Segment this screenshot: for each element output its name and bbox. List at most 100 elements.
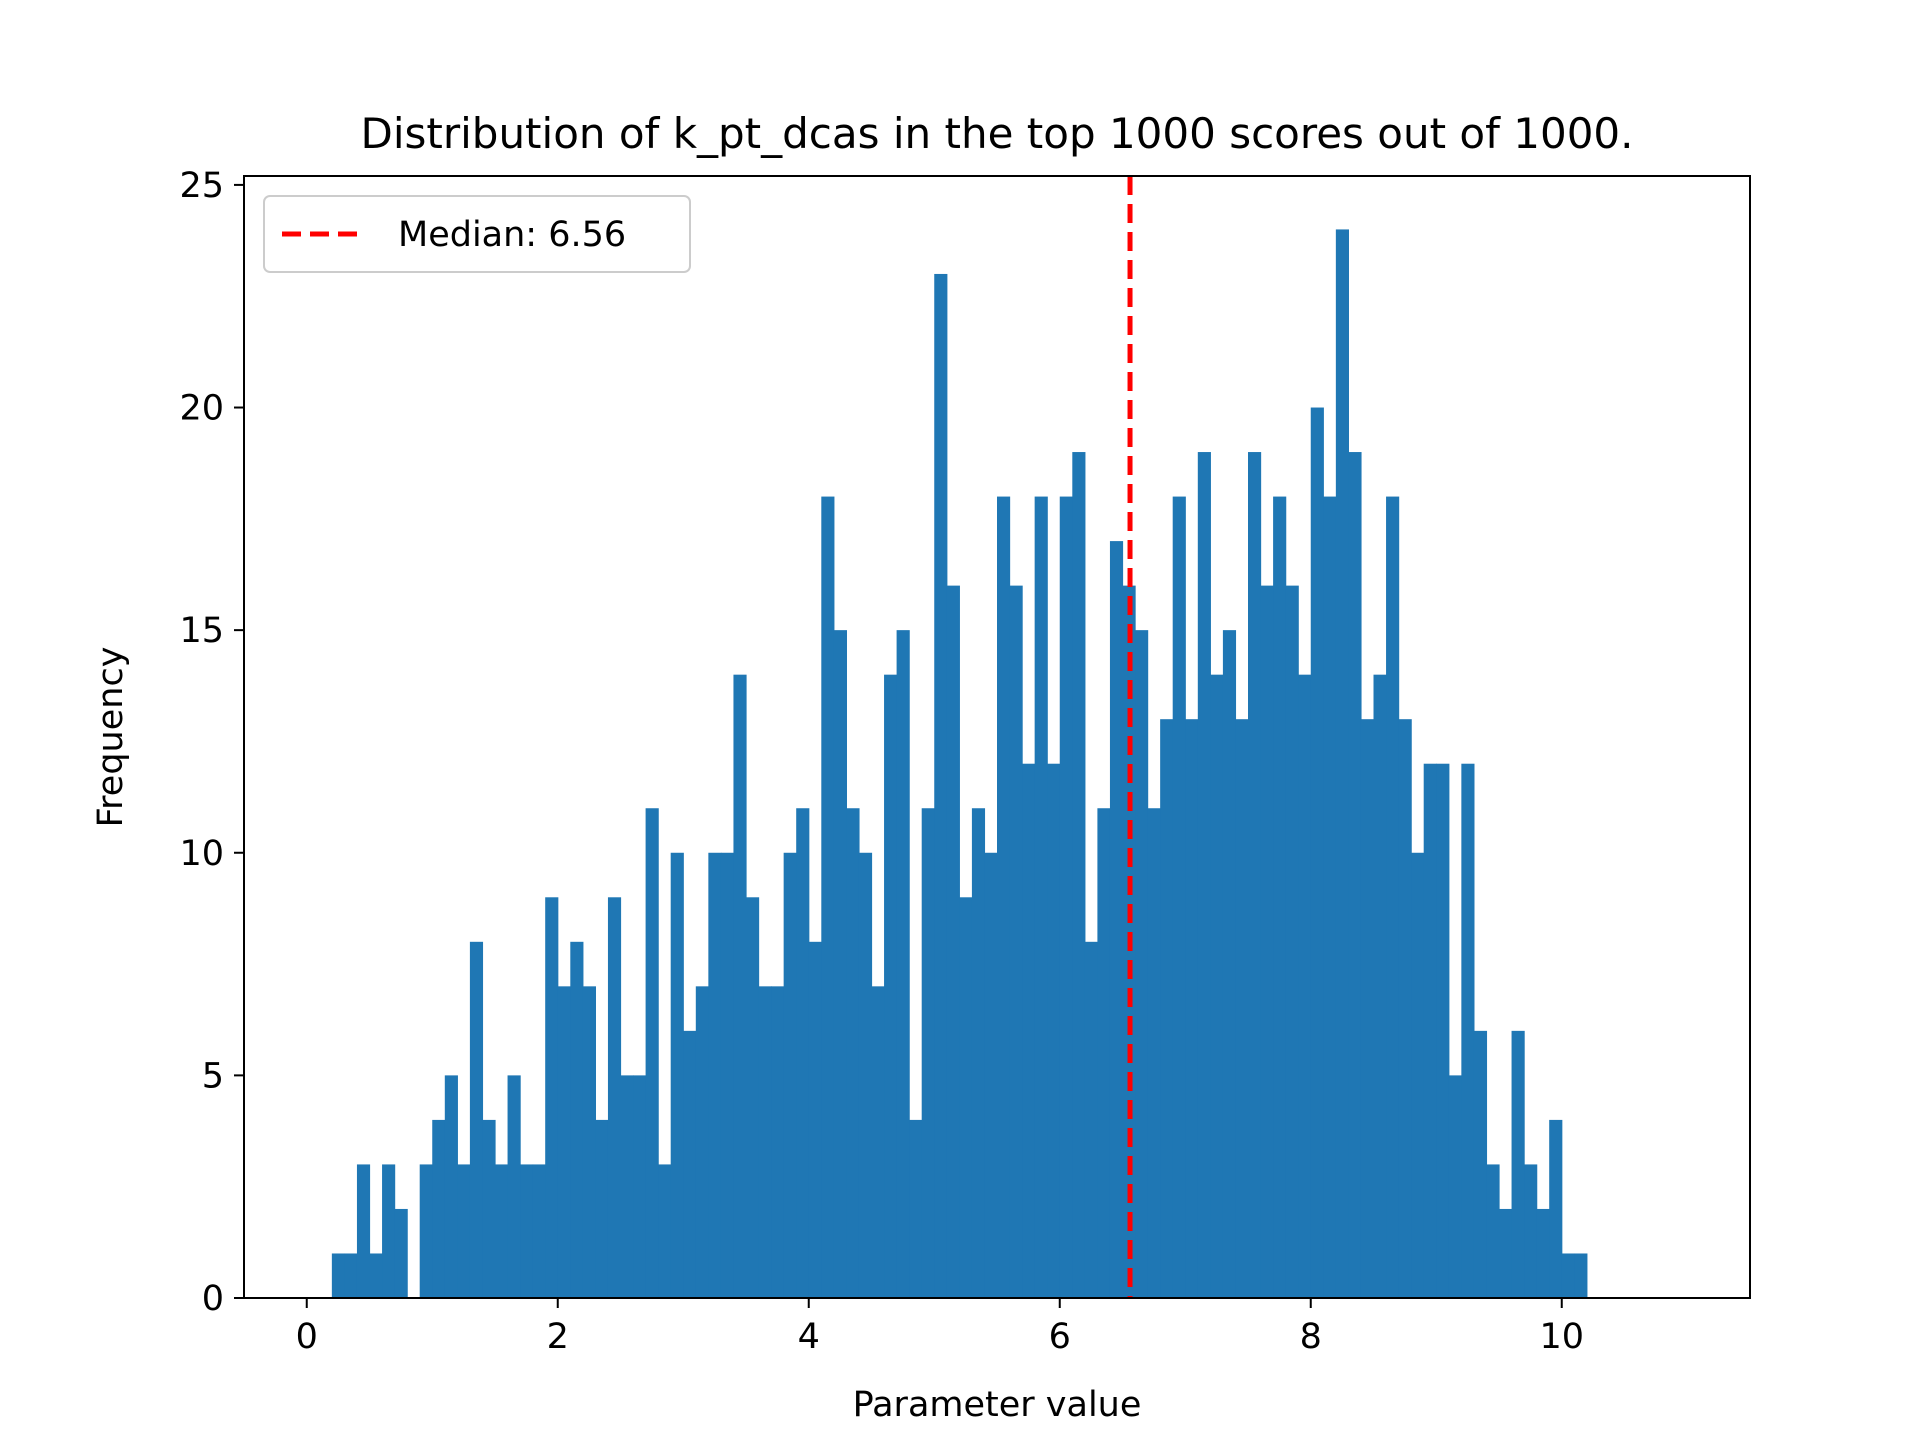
histogram-bar xyxy=(1486,1164,1500,1298)
histogram-bar xyxy=(670,852,684,1298)
histogram-bar xyxy=(821,496,835,1299)
histogram-bar xyxy=(557,986,571,1298)
histogram-bar xyxy=(495,1164,509,1298)
histogram-bar xyxy=(746,897,760,1298)
histogram-bar xyxy=(1135,630,1149,1298)
histogram-bar xyxy=(909,1119,923,1298)
histogram-bar xyxy=(1448,1075,1462,1298)
y-tick-label: 10 xyxy=(179,834,224,874)
histogram-bar xyxy=(344,1253,358,1298)
histogram-bar xyxy=(507,1075,521,1298)
histogram-bar xyxy=(1248,452,1262,1298)
histogram-bar xyxy=(1109,541,1124,1298)
histogram-bar xyxy=(520,1164,534,1298)
histogram-bar xyxy=(1260,585,1274,1298)
histogram-bar xyxy=(532,1164,546,1298)
histogram-bar xyxy=(858,852,873,1298)
histogram-bar xyxy=(1097,808,1111,1298)
histogram-bar xyxy=(369,1253,383,1298)
histogram-bar xyxy=(482,1119,496,1298)
histogram-bar xyxy=(1348,452,1362,1298)
histogram-bar xyxy=(921,808,935,1298)
histogram-bar xyxy=(758,986,772,1298)
histogram-bar xyxy=(708,852,722,1298)
x-tick-label: 0 xyxy=(296,1317,318,1357)
histogram-bar xyxy=(1473,1030,1488,1298)
histogram-bar xyxy=(545,897,559,1298)
chart-title: Distribution of k_pt_dcas in the top 100… xyxy=(360,109,1633,158)
histogram-bar xyxy=(1034,496,1048,1299)
histogram-bar xyxy=(419,1164,433,1298)
histogram-bar xyxy=(570,941,584,1298)
histogram-bar xyxy=(582,986,596,1298)
histogram-bar xyxy=(1386,496,1400,1299)
histogram-bar xyxy=(1511,1030,1525,1298)
histogram-bar xyxy=(645,808,659,1298)
histogram-bar xyxy=(1222,630,1237,1298)
histogram-bar xyxy=(444,1075,458,1298)
histogram-bar xyxy=(1461,763,1475,1298)
histogram-bar xyxy=(984,852,998,1298)
histogram-bar xyxy=(997,496,1011,1299)
y-tick-label: 20 xyxy=(179,389,224,429)
histogram-bar xyxy=(959,897,973,1298)
legend-label-median: Median: 6.56 xyxy=(398,215,626,255)
histogram-bar xyxy=(1310,407,1324,1298)
histogram-bar xyxy=(1398,719,1412,1298)
histogram-bar xyxy=(1298,674,1312,1298)
x-tick-label: 2 xyxy=(547,1317,569,1357)
histogram-bar xyxy=(846,808,860,1298)
histogram-bar xyxy=(595,1119,609,1298)
histogram-bar xyxy=(432,1119,446,1298)
legend: Median: 6.56 xyxy=(263,195,691,273)
histogram-bar xyxy=(1360,719,1375,1298)
histogram-bar xyxy=(1436,763,1450,1298)
histogram-bar xyxy=(833,630,847,1298)
histogram-bar xyxy=(1335,229,1349,1298)
histogram-bar xyxy=(1536,1208,1550,1298)
histogram-bar xyxy=(1235,719,1249,1298)
histogram-bar xyxy=(1022,763,1036,1298)
histogram-bar xyxy=(1197,452,1211,1298)
histogram-bar xyxy=(658,1164,672,1298)
histogram-bar xyxy=(394,1208,408,1298)
axis-ticks: 0 2 4 6 8 10 0 5 10 15 20 25 xyxy=(179,166,1584,1357)
histogram-bars xyxy=(331,229,1588,1299)
histogram-bar xyxy=(457,1164,471,1298)
histogram-bar xyxy=(1549,1119,1563,1298)
histogram-bar xyxy=(896,630,910,1298)
histogram-bar xyxy=(1009,585,1023,1298)
histogram-bar xyxy=(1411,852,1425,1298)
histogram-bar xyxy=(934,273,948,1298)
x-tick-label: 8 xyxy=(1300,1317,1322,1357)
x-tick-label: 4 xyxy=(798,1317,820,1357)
histogram-bar xyxy=(783,852,797,1298)
histogram-bar xyxy=(1499,1208,1513,1298)
histogram-bar xyxy=(695,986,709,1298)
x-axis-label: Parameter value xyxy=(853,1385,1142,1425)
histogram-bar xyxy=(971,808,986,1298)
y-tick-label: 25 xyxy=(179,166,224,206)
histogram-bar xyxy=(1059,496,1073,1299)
histogram-bar xyxy=(620,1075,634,1298)
histogram-bar xyxy=(1423,763,1437,1298)
y-tick-label: 0 xyxy=(202,1279,224,1319)
histogram-bar xyxy=(1210,674,1224,1298)
histogram-bar xyxy=(871,986,885,1298)
histogram-bar xyxy=(884,674,898,1298)
histogram-bar xyxy=(633,1075,647,1298)
histogram-bar xyxy=(1574,1253,1588,1298)
histogram-bar xyxy=(331,1253,345,1298)
histogram-bar xyxy=(808,941,822,1298)
histogram-bar xyxy=(1147,808,1161,1298)
histogram-bar xyxy=(683,1030,697,1298)
histogram-bar xyxy=(1285,585,1299,1298)
histogram-bar xyxy=(771,986,785,1298)
histogram-bar xyxy=(1524,1164,1538,1298)
histogram-bar xyxy=(469,941,484,1298)
histogram-bar xyxy=(1185,719,1199,1298)
y-tick-label: 5 xyxy=(202,1056,224,1096)
x-tick-label: 6 xyxy=(1049,1317,1071,1357)
histogram-bar xyxy=(1373,674,1387,1298)
